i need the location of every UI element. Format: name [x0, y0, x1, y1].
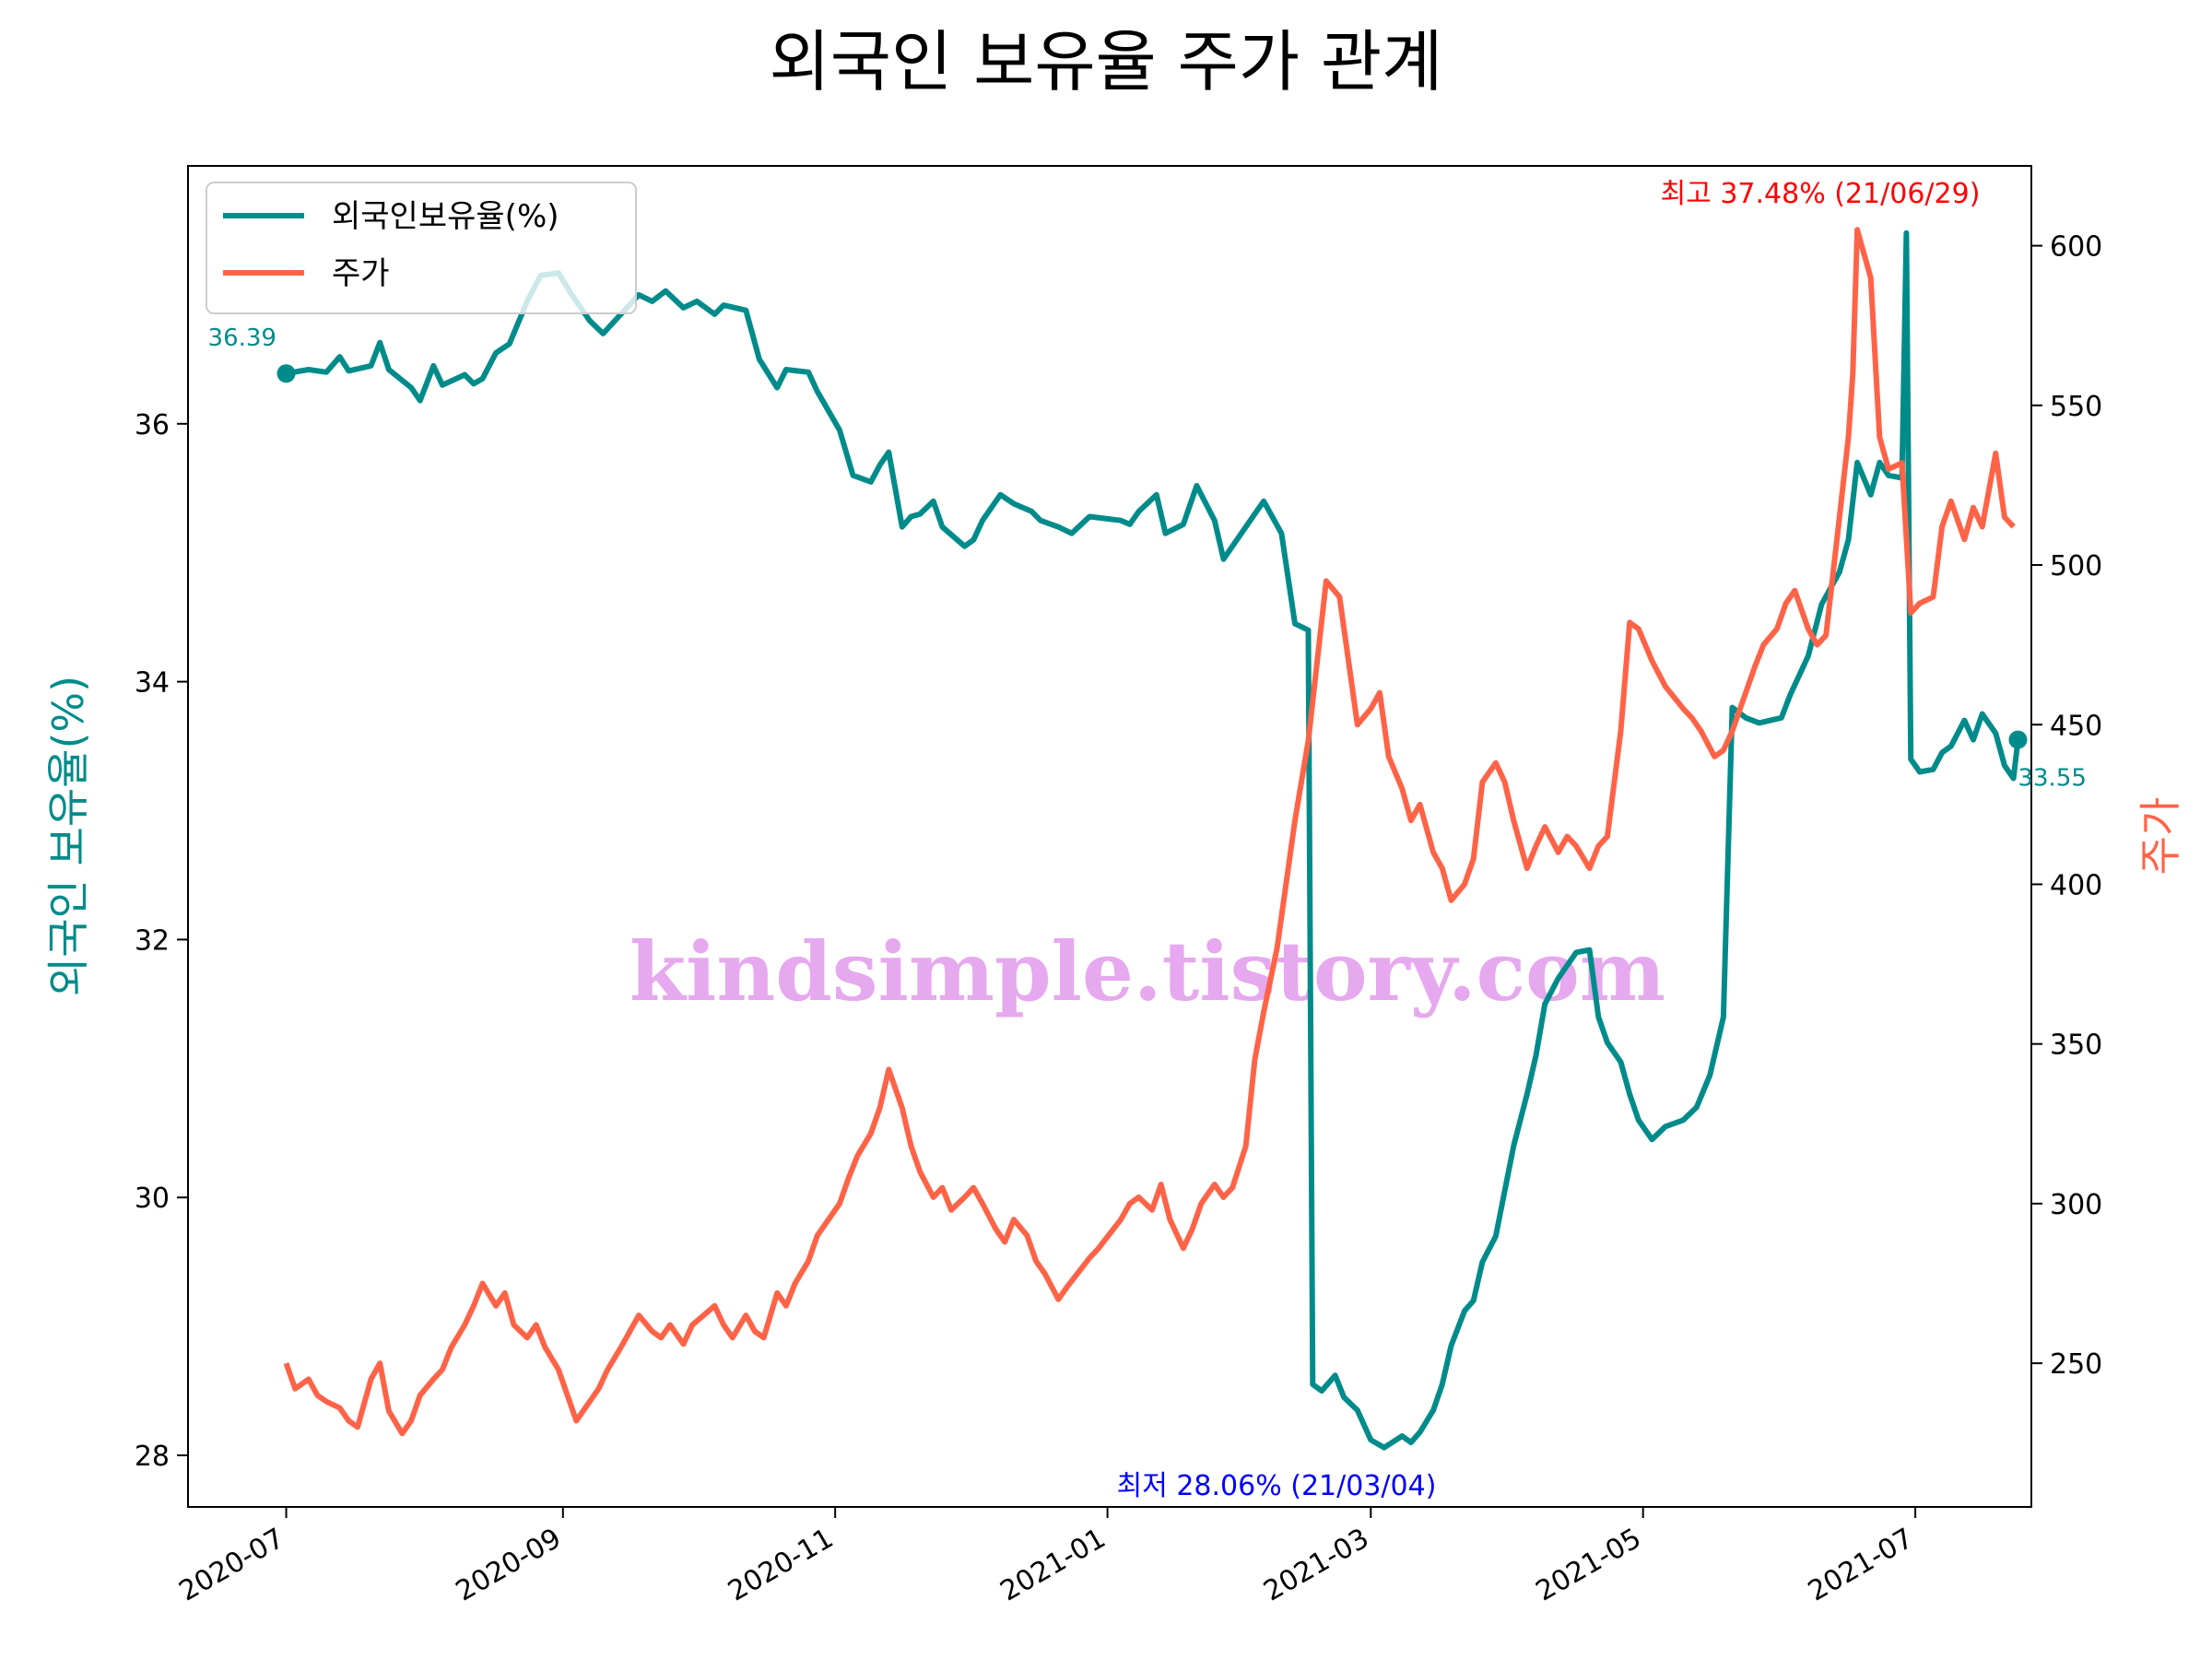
legend: 외국인보유율(%) 주가	[206, 182, 637, 314]
y-left-tick-label: 34	[135, 667, 170, 700]
x-tick-label: 2021-07	[1803, 1523, 1919, 1608]
x-tick-label: 2021-01	[995, 1523, 1112, 1608]
stock-price-line	[283, 227, 2016, 1437]
y-right-tick-label: 500	[2050, 550, 2102, 582]
min-annotation: 최저 28.06% (21/03/04)	[1117, 1470, 1437, 1502]
x-tick-label: 2021-05	[1531, 1523, 1647, 1608]
x-tick-label: 2020-07	[173, 1523, 289, 1608]
y-right-tick-label: 450	[2050, 710, 2102, 742]
foreign-ratio-line	[285, 229, 2021, 1451]
start-point-marker	[276, 364, 296, 383]
y-left-tick-label: 30	[135, 1182, 170, 1215]
y-right-tick-label: 250	[2050, 1348, 2102, 1381]
watermark: kindsimple.tistory.com	[629, 924, 1665, 1019]
end-point-marker	[2008, 730, 2028, 749]
end-value-label: 33.55	[2018, 765, 2086, 793]
y-right-tick-label: 350	[2050, 1030, 2102, 1062]
plot-area	[187, 165, 2032, 1508]
x-tick-label: 2021-03	[1258, 1523, 1374, 1608]
series-layer: 36.39 33.55	[208, 227, 2087, 1451]
chart-title: 외국인 보유율 주가 관계	[769, 23, 1442, 100]
legend-label-foreign: 외국인보유율(%)	[332, 198, 559, 235]
y-right-tick-label: 550	[2050, 391, 2102, 423]
x-tick-label: 2020-09	[451, 1523, 567, 1608]
y-left-tick-label: 32	[135, 924, 170, 957]
y-axis-left-label: 외국인 보유율(%)	[43, 676, 93, 996]
y-axis-right-label: 주가	[2136, 797, 2185, 876]
y-left-tick-label: 36	[135, 409, 170, 441]
legend-box	[206, 182, 637, 314]
start-value-label: 36.39	[208, 324, 276, 352]
x-tick-label: 2020-11	[723, 1523, 839, 1608]
watermark-text: kindsimple.tistory.com	[629, 924, 1665, 1019]
y-right-tick-label: 400	[2050, 869, 2102, 901]
max-annotation: 최고 37.48% (21/06/29)	[1661, 178, 1981, 210]
y-right-tick-label: 600	[2050, 231, 2102, 264]
legend-label-price: 주가	[332, 255, 390, 292]
y-right-tick-label: 300	[2050, 1189, 2102, 1221]
y-left-tick-label: 28	[135, 1441, 170, 1473]
